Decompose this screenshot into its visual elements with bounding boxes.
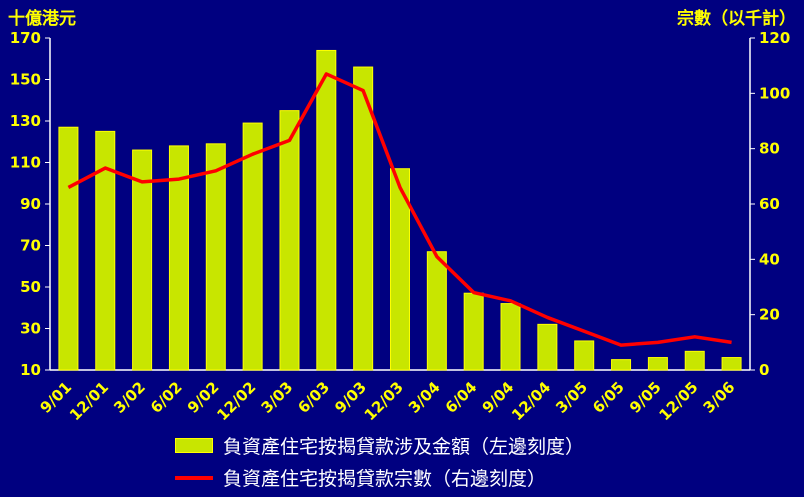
legend-line-swatch: [175, 475, 213, 480]
left-axis-tick-label: 50: [20, 278, 41, 296]
bar-mark: [611, 359, 632, 371]
left-axis-tick-label: 110: [10, 154, 41, 172]
left-axis-tick-label: 90: [20, 195, 41, 213]
bar-mark: [279, 110, 300, 371]
bar-mark: [463, 292, 484, 371]
count-line-series: [67, 72, 732, 347]
right-axis-tick-label: 60: [759, 195, 780, 213]
legend-bar-label: 負資產住宅按揭貸款涉及金額（左邊刻度）: [223, 436, 585, 458]
x-axis-tick-label: 12/03: [361, 378, 407, 424]
bar-mark: [574, 340, 595, 371]
right-axis-tick-label: 100: [759, 84, 790, 102]
bar-mark: [132, 149, 153, 371]
x-axis-tick-label: 12/04: [508, 378, 554, 424]
x-axis-tick-label: 12/02: [213, 378, 259, 424]
x-axis-tick-label: 3/05: [552, 378, 591, 417]
bar-mark: [647, 357, 668, 371]
x-axis-tick-label: 3/02: [110, 378, 149, 417]
x-axis-tick-label: 6/03: [294, 378, 333, 417]
legend-item-bars: 負資產住宅按揭貸款涉及金額（左邊刻度）: [175, 432, 695, 459]
x-axis-tick-label: 12/05: [655, 378, 701, 424]
left-axis-tick-label: 10: [20, 361, 41, 379]
right-axis-unit-label: 宗數（以千計）: [677, 9, 796, 29]
bar-mark: [58, 126, 79, 371]
bar-mark: [95, 130, 116, 371]
right-axis-tick-label: 80: [759, 140, 780, 158]
bar-mark: [205, 143, 226, 371]
x-axis-tick-label: 3/03: [258, 378, 297, 417]
left-axis-tick-label: 70: [20, 237, 41, 255]
bar-mark: [426, 251, 447, 371]
x-axis-tick-label: 12/01: [66, 378, 112, 424]
bar-mark: [684, 350, 705, 371]
bar-mark: [721, 357, 742, 371]
x-axis-tick-label: 3/04: [405, 378, 444, 417]
bar-mark: [390, 168, 410, 371]
left-axis-unit-label: 十億港元: [8, 9, 76, 29]
x-axis-tick-label: 6/05: [589, 378, 628, 417]
bar-mark: [353, 66, 374, 371]
bar-mark: [316, 49, 337, 371]
left-axis-tick-label: 170: [10, 29, 41, 47]
right-axis-tick-label: 0: [759, 361, 769, 379]
bar-mark: [500, 303, 521, 371]
x-axis-tick-label: 6/02: [147, 378, 186, 417]
bar-mark: [168, 145, 189, 371]
right-axis-tick-label: 40: [759, 250, 780, 268]
bar-mark: [537, 323, 558, 371]
x-axis-tick-label: 6/04: [442, 378, 481, 417]
bar-mark: [242, 122, 263, 371]
legend-item-line: 負資產住宅按揭貸款宗數（右邊刻度）: [175, 464, 695, 491]
x-axis-tick-label: 3/06: [700, 378, 739, 417]
left-axis-tick-label: 30: [20, 320, 41, 338]
right-axis-tick-label: 20: [759, 306, 780, 324]
left-axis-tick-label: 150: [10, 71, 41, 89]
legend-bar-swatch: [175, 438, 213, 453]
right-axis-tick-label: 120: [759, 29, 790, 47]
legend-line-label: 負資產住宅按揭貸款宗數（右邊刻度）: [223, 468, 547, 490]
left-axis-tick-label: 130: [10, 112, 41, 130]
